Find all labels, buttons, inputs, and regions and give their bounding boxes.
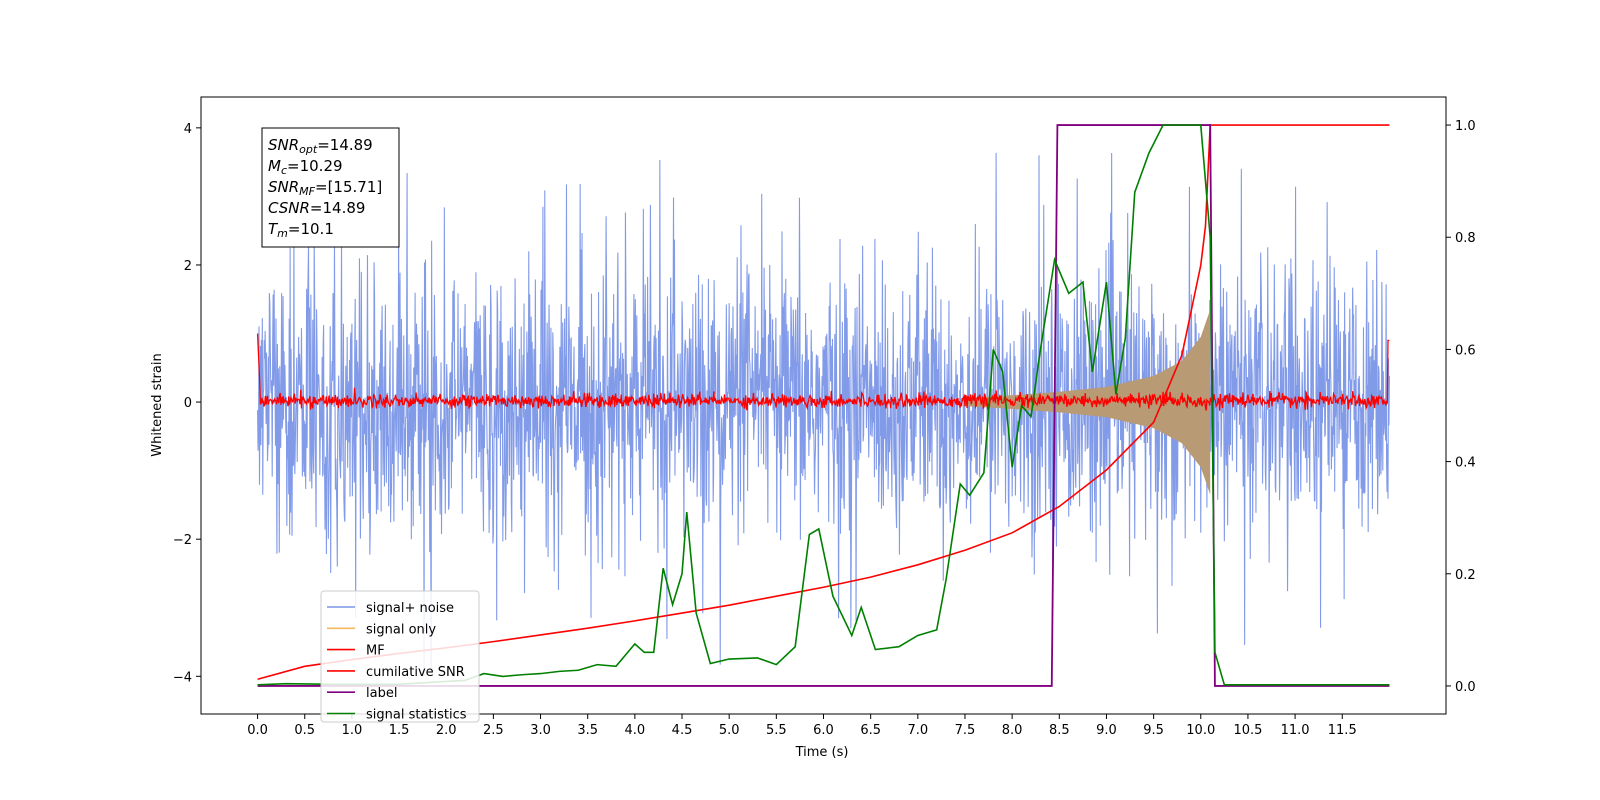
annotation-line: Tm=10.1 [268, 220, 334, 240]
annotation-line: SNRopt=14.89 [268, 136, 373, 156]
x-axis: 0.0 0.5 1.0 1.5 2.0 2.5 3.0 3.5 4.0 4.5 5.0 5.5 6.0 6… [247, 714, 1357, 738]
legend-entry: signal statistics [366, 708, 467, 723]
y-left-tick-label: 0 [184, 396, 192, 411]
x-tick-label: 11.0 [1281, 723, 1310, 738]
annotation-subscript: c [281, 164, 287, 177]
x-tick-label: 7.0 [907, 723, 928, 738]
signal-noise-line [257, 152, 1390, 676]
x-tick-label: 5.0 [719, 723, 740, 738]
y-right-tick-label: 0.0 [1455, 680, 1476, 695]
legend-entry: label [366, 686, 397, 701]
legend: signal+ noise signal only MF cumilative SNR… [320, 590, 480, 723]
y-right-tick-label: 0.6 [1455, 343, 1476, 358]
annotation-subscript: m [277, 227, 288, 240]
x-tick-label: 8.0 [1002, 723, 1023, 738]
x-tick-label: 2.5 [483, 723, 504, 738]
x-tick-label: 8.5 [1049, 723, 1070, 738]
x-tick-label: 0.5 [294, 723, 315, 738]
y-right-tick-label: 0.8 [1455, 231, 1476, 246]
x-tick-label: 6.0 [813, 723, 834, 738]
annotation-line: CSNR=14.89 [268, 199, 365, 217]
annotation-symbol: M [268, 157, 281, 175]
x-tick-label: 7.5 [955, 723, 976, 738]
annotation-subscript: MF [299, 185, 315, 198]
y-right-axis: 1.0 0.8 0.6 0.4 0.2 0.0 [1446, 119, 1476, 695]
x-tick-label: 4.5 [672, 723, 693, 738]
annotation-value: =14.89 [310, 199, 366, 217]
annotation-frame [261, 127, 400, 248]
x-tick-label: 5.5 [766, 723, 787, 738]
annotation-value: =[15.71] [315, 178, 382, 196]
x-tick-label: 9.0 [1096, 723, 1117, 738]
y-left-tick-label: 2 [184, 259, 192, 274]
annotation-box: SNRopt=14.89Mc=10.29SNRMF=[15.71]CSNR=14… [261, 127, 400, 248]
x-tick-label: 4.0 [625, 723, 646, 738]
legend-entry: signal+ noise [366, 601, 454, 616]
x-tick-label: 6.5 [860, 723, 881, 738]
annotation-subscript: opt [299, 143, 318, 156]
x-tick-label: 11.5 [1328, 723, 1357, 738]
annotation-symbol: T [268, 220, 279, 238]
x-tick-label: 2.0 [436, 723, 457, 738]
y-axis-label: Whitened strain [150, 353, 165, 456]
x-tick-label: 1.5 [389, 723, 410, 738]
signal-statistics-line [257, 124, 1390, 686]
legend-entry: cumilative SNR [366, 665, 465, 680]
y-right-tick-label: 0.2 [1455, 568, 1476, 583]
x-tick-label: 9.5 [1143, 723, 1164, 738]
x-tick-label: 10.0 [1186, 723, 1215, 738]
y-left-axis: 4 2 0 −2 −4 [173, 122, 201, 685]
legend-entry: MF [366, 644, 385, 659]
annotation-symbol: SNR [268, 136, 299, 154]
annotation-value: =10.1 [288, 220, 334, 238]
annotation-line: Mc=10.29 [268, 157, 343, 177]
x-tick-label: 1.0 [342, 723, 363, 738]
y-right-tick-label: 1.0 [1455, 119, 1476, 134]
annotation-symbol: SNR [268, 178, 299, 196]
mf-line [256, 333, 1390, 411]
y-left-tick-label: −2 [173, 533, 192, 548]
y-left-tick-label: 4 [184, 122, 192, 137]
x-tick-label: 10.5 [1233, 723, 1262, 738]
label-line [257, 124, 1390, 687]
y-left-tick-label: −4 [173, 670, 192, 685]
x-tick-label: 0.0 [247, 723, 268, 738]
x-tick-label: 3.5 [577, 723, 598, 738]
x-tick-label: 3.0 [530, 723, 551, 738]
legend-frame [320, 590, 480, 723]
legend-entry: signal only [366, 622, 436, 637]
y-right-tick-label: 0.4 [1455, 456, 1476, 471]
annotation-symbol: CSNR [268, 199, 310, 217]
x-axis-label: Time (s) [795, 745, 849, 760]
annotation-value: =14.89 [317, 136, 373, 154]
annotation-line: SNRMF=[15.71] [268, 178, 382, 198]
annotation-value: =10.29 [287, 157, 343, 175]
